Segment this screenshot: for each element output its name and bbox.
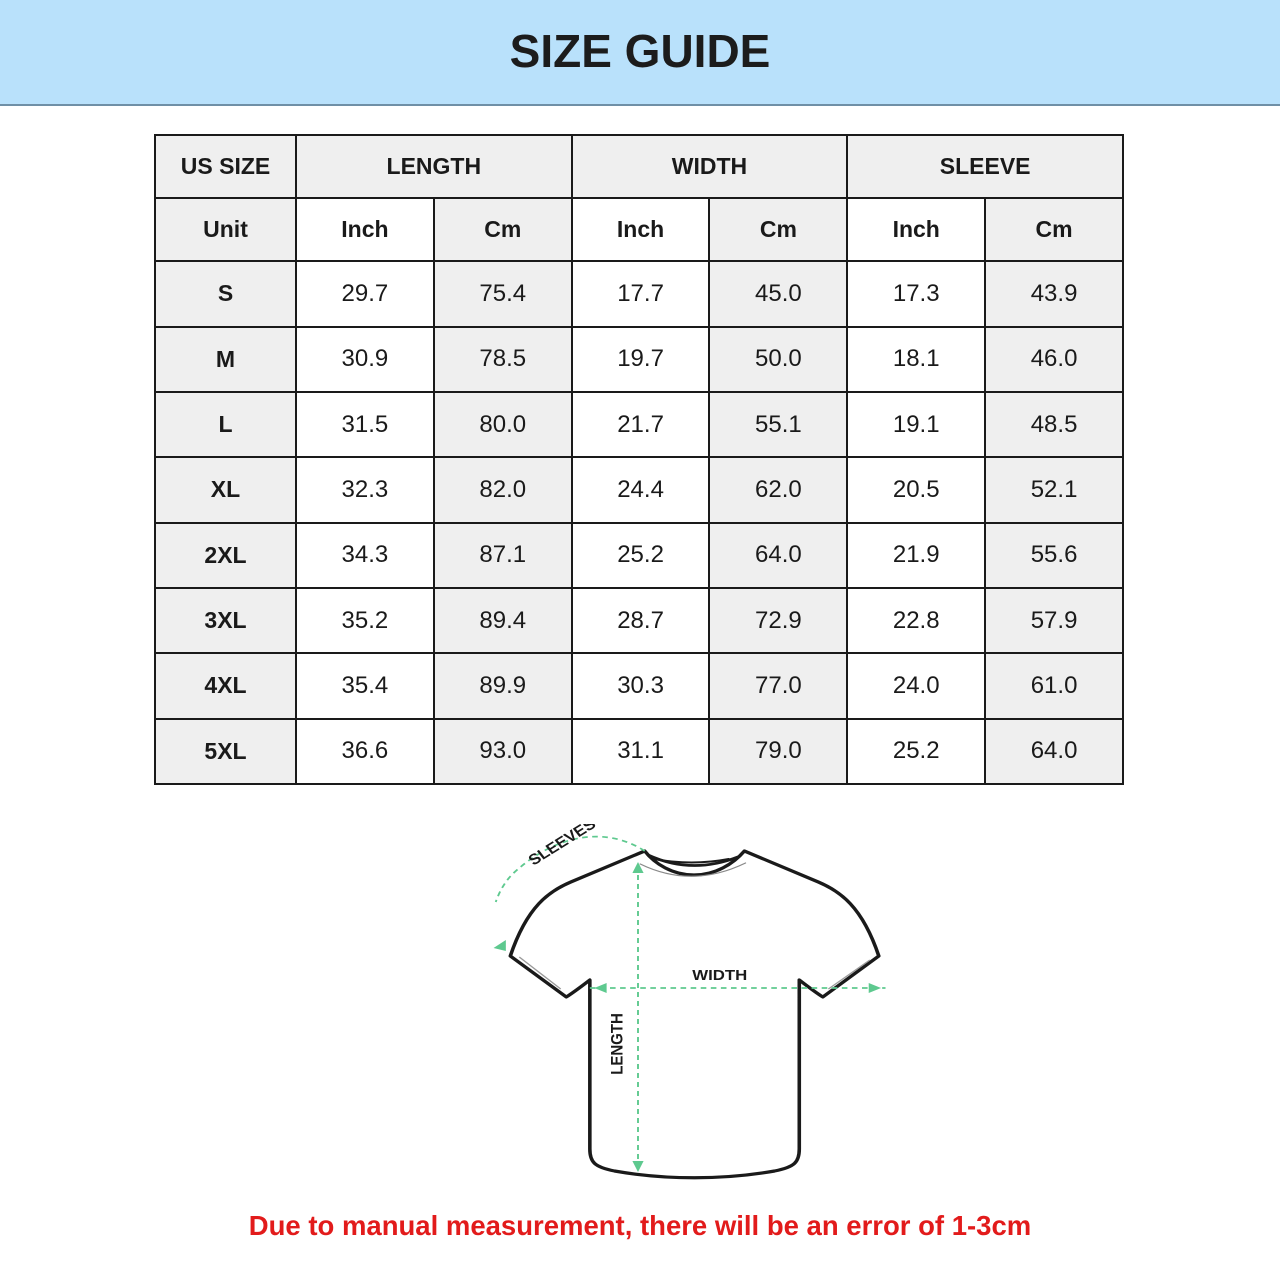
svg-text:LENGTH: LENGTH [609, 1013, 627, 1075]
svg-text:SLEEVES: SLEEVES [526, 824, 600, 869]
svg-text:WIDTH: WIDTH [692, 968, 747, 984]
